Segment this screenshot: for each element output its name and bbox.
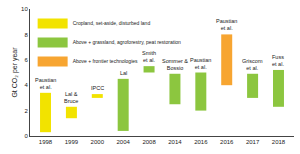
svg-text:Paustianet al.: Paustianet al. (35, 77, 56, 90)
svg-text:10: 10 (21, 6, 28, 12)
svg-text:Above + grassland, agroforestr: Above + grassland, agroforestry, peat re… (73, 39, 181, 45)
svg-text:2016: 2016 (194, 139, 208, 145)
svg-text:Sommer &Bossio: Sommer &Bossio (162, 58, 188, 71)
svg-text:6: 6 (24, 57, 28, 63)
svg-text:Smithet al.: Smithet al. (142, 50, 156, 63)
svg-text:2008: 2008 (142, 139, 156, 145)
svg-text:Gt CO₂ per year: Gt CO₂ per year (11, 47, 19, 98)
svg-text:1999: 1999 (65, 139, 79, 145)
svg-text:2014: 2014 (168, 139, 182, 145)
svg-text:Paustianet al.: Paustianet al. (190, 57, 211, 70)
svg-text:0: 0 (24, 133, 28, 139)
svg-text:Paustianet al.: Paustianet al. (216, 18, 237, 31)
svg-text:Cropland, set-aside, disturbed: Cropland, set-aside, disturbed land (73, 20, 151, 26)
svg-text:2016: 2016 (220, 139, 234, 145)
svg-text:Griscomet al.: Griscomet al. (242, 58, 263, 71)
svg-text:2004: 2004 (117, 139, 131, 145)
svg-text:4: 4 (24, 82, 28, 88)
svg-text:2: 2 (24, 108, 28, 114)
svg-text:2000: 2000 (91, 139, 105, 145)
svg-text:Lal &Bruce: Lal &Bruce (64, 91, 78, 104)
svg-text:8: 8 (24, 32, 28, 38)
svg-text:2018: 2018 (272, 139, 286, 145)
svg-text:Above + frontier technologies: Above + frontier technologies (73, 58, 138, 64)
svg-text:Fusset al.: Fusset al. (272, 54, 284, 67)
svg-text:2017: 2017 (246, 139, 260, 145)
svg-text:Lal: Lal (120, 70, 127, 76)
svg-text:IPCC: IPCC (91, 85, 104, 91)
svg-text:1998: 1998 (39, 139, 53, 145)
